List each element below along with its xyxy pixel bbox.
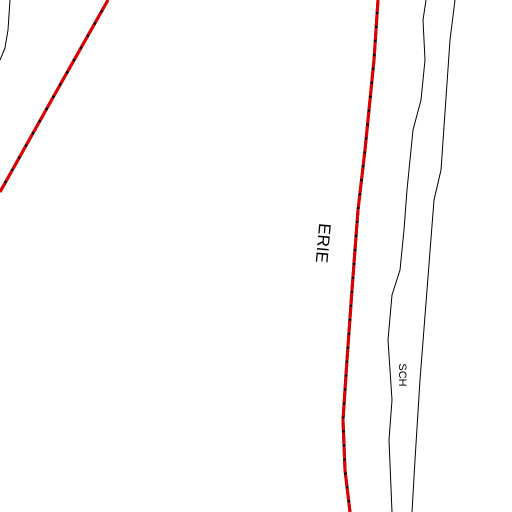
road-edge — [411, 0, 456, 512]
boundary-line — [0, 0, 110, 193]
thin-lines — [0, 0, 456, 512]
boundary-lines — [0, 0, 380, 512]
boundary-line — [341, 0, 380, 512]
road-label: SCH — [396, 363, 408, 386]
road-edge — [0, 0, 11, 61]
place-label: ERIE — [312, 222, 334, 263]
road-edge — [387, 0, 427, 512]
